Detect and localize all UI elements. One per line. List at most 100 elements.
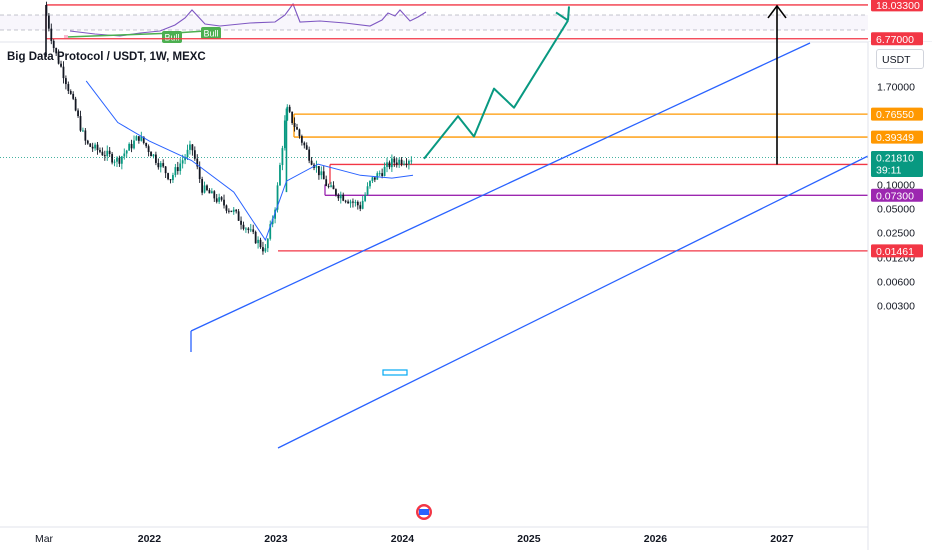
candle-body	[118, 157, 121, 164]
candle-body	[303, 142, 306, 146]
candle-body	[249, 229, 252, 231]
candle-body	[169, 179, 172, 181]
candle-body	[247, 228, 250, 231]
candle-body	[257, 239, 259, 244]
candle-body	[308, 149, 311, 161]
candle-body	[152, 154, 155, 157]
candle-body	[296, 127, 298, 130]
candle-body	[137, 136, 140, 141]
candle-body	[130, 143, 133, 149]
candle-body	[91, 146, 94, 149]
candle-body	[116, 157, 118, 162]
y-axis[interactable]: 1.700000.800000.400000.200000.100000.050…	[867, 0, 932, 550]
price-tag-box	[871, 0, 923, 12]
price-tag-box	[871, 32, 923, 46]
candle-body	[225, 205, 228, 211]
candle-body	[84, 130, 87, 141]
candle-body	[50, 28, 53, 41]
price-tag-box	[871, 150, 923, 177]
candle-body	[335, 189, 337, 195]
candle-body	[60, 63, 62, 67]
measure-arrow-head	[767, 4, 787, 19]
candle-body	[300, 136, 303, 143]
candle-body	[237, 211, 240, 221]
candle-body	[125, 150, 128, 154]
candle-body	[77, 110, 79, 117]
y-tick-label: 0.00600	[877, 277, 915, 289]
candle-body	[347, 201, 349, 204]
candle-body	[47, 15, 50, 29]
price-level-tag: 0.76550	[871, 107, 923, 121]
candle-body	[298, 129, 301, 137]
currency-selector[interactable]: USDT	[876, 49, 924, 69]
candle-body	[361, 200, 364, 209]
candle-body	[388, 162, 391, 168]
candle-body	[245, 228, 247, 230]
price-level-tag: 0.07300	[871, 188, 923, 202]
candle-body	[89, 143, 92, 147]
candle-body	[235, 209, 238, 212]
candle-body	[220, 197, 223, 200]
candle-body	[349, 201, 352, 204]
rsi-band-fill	[0, 15, 868, 30]
candle-body	[371, 177, 374, 181]
candle-body	[157, 162, 160, 168]
candle-body	[393, 158, 396, 163]
candle-body	[208, 190, 211, 194]
candle-body	[176, 167, 179, 172]
candle-body	[150, 152, 152, 157]
candle-body	[128, 143, 131, 151]
price-tag-box	[871, 130, 923, 144]
price-level-tag: 18.03300	[871, 0, 923, 12]
candle-body	[232, 209, 235, 212]
candle-body	[322, 171, 325, 180]
bull-badge-label: Bull	[164, 33, 179, 43]
projection-path	[423, 6, 570, 160]
candle-body	[281, 148, 284, 166]
candle-body	[123, 153, 126, 157]
candle-body	[172, 175, 174, 181]
candle-body	[64, 78, 67, 85]
candle-body	[198, 166, 201, 180]
candle-body	[106, 150, 109, 157]
candle-body	[133, 140, 135, 149]
events-flag[interactable]	[416, 504, 432, 520]
candle-body	[400, 159, 403, 165]
rsi-divergence-line	[65, 30, 206, 38]
measurement-tool[interactable]: 17.64800 (10160.16%) 1764800	[705, 0, 849, 165]
candle-body	[291, 111, 294, 123]
projection-arrowhead	[555, 6, 570, 22]
price-tag-box	[871, 188, 923, 202]
candle-body	[310, 160, 313, 165]
trend-channel[interactable]	[190, 42, 869, 449]
moving-average-line	[85, 80, 414, 242]
candle-body	[111, 153, 114, 163]
candle-body	[203, 185, 206, 193]
price-tag-label: 0.76550	[876, 109, 914, 121]
x-axis[interactable]: Mar 2022 2023 2024 2025 2026 2027	[0, 526, 868, 545]
price-level-tag: 6.77000	[871, 32, 923, 46]
candle-body	[344, 200, 347, 202]
candle-body	[189, 144, 191, 150]
y-axis-background	[868, 42, 932, 550]
candle-body	[386, 162, 388, 167]
candle-body	[101, 151, 104, 156]
candle-body	[395, 162, 398, 165]
candle-body	[52, 40, 55, 49]
candle-body	[179, 163, 182, 172]
candle-body	[288, 106, 291, 112]
candle-body	[405, 163, 408, 165]
candle-body	[193, 150, 196, 159]
candle-body	[113, 161, 116, 163]
x-tick-label: 2027	[770, 533, 794, 545]
candle-body	[186, 149, 189, 158]
candles	[45, 1, 413, 255]
candle-body	[99, 150, 101, 152]
candle-body	[364, 194, 367, 201]
candle-body	[339, 194, 342, 199]
candle-body	[230, 210, 233, 212]
x-tick-label: Mar	[35, 533, 54, 545]
